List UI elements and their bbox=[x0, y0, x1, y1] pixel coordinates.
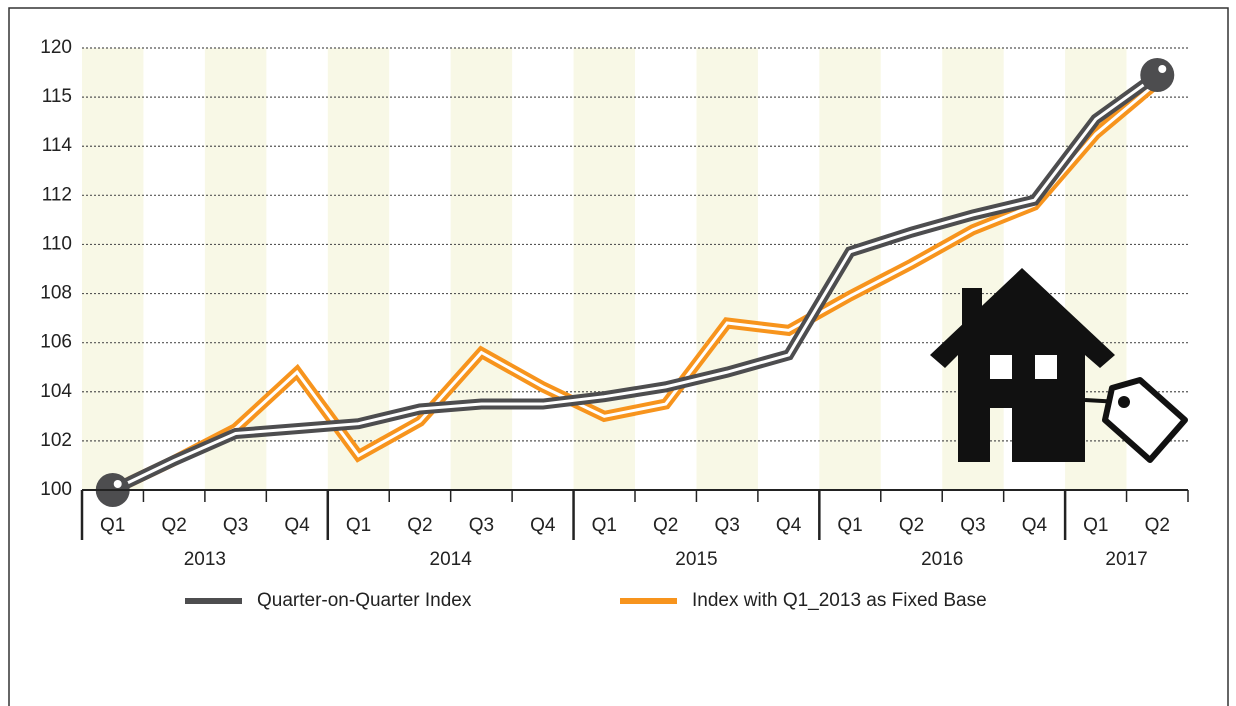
x-tick-label: Q1 bbox=[100, 515, 125, 536]
series-line-highlight bbox=[112, 81, 1159, 492]
year-label: 2015 bbox=[675, 549, 717, 570]
x-tick-label: Q4 bbox=[284, 515, 310, 536]
x-tick-label: Q4 bbox=[1022, 515, 1048, 536]
x-tick-label: Q2 bbox=[407, 515, 432, 536]
year-label: 2016 bbox=[921, 549, 963, 570]
x-tick-label: Q4 bbox=[776, 515, 802, 536]
band bbox=[819, 48, 881, 490]
y-tick-label: 110 bbox=[42, 233, 72, 254]
band bbox=[450, 48, 513, 490]
x-tick-label: Q3 bbox=[960, 515, 985, 536]
end-marker-shine bbox=[113, 480, 122, 488]
x-tick-label: Q2 bbox=[899, 515, 924, 536]
y-tick-label: 114 bbox=[42, 135, 73, 156]
year-label: 2017 bbox=[1105, 549, 1147, 570]
house-icon bbox=[930, 268, 1188, 463]
y-tick-label: 115 bbox=[42, 86, 72, 107]
y-tick-label: 106 bbox=[40, 332, 72, 353]
x-tick-label: Q1 bbox=[592, 515, 617, 536]
y-tick-label: 100 bbox=[40, 479, 72, 500]
x-tick-label: Q1 bbox=[346, 515, 371, 536]
y-tick-label: 112 bbox=[42, 184, 72, 205]
legend-label: Quarter-on-Quarter Index bbox=[257, 590, 472, 611]
x-tick-label: Q2 bbox=[653, 515, 678, 536]
end-marker-shine bbox=[1158, 65, 1167, 74]
y-tick-label: 104 bbox=[40, 381, 72, 402]
y-tick-label: 120 bbox=[40, 37, 72, 58]
x-tick-label: Q3 bbox=[223, 515, 248, 536]
year-label: 2014 bbox=[430, 549, 473, 570]
band bbox=[696, 48, 758, 490]
band bbox=[82, 48, 144, 490]
band bbox=[573, 48, 635, 490]
year-label: 2013 bbox=[184, 549, 226, 570]
y-tick-label: 102 bbox=[40, 430, 72, 451]
frame bbox=[8, 7, 1229, 706]
x-tick-label: Q3 bbox=[469, 515, 494, 536]
end-marker bbox=[1140, 58, 1175, 93]
x-tick-label: Q1 bbox=[1083, 515, 1108, 536]
series-line-highlight bbox=[112, 73, 1159, 492]
x-tick-label: Q4 bbox=[530, 515, 556, 536]
x-tick-label: Q2 bbox=[161, 515, 186, 536]
x-tick-label: Q1 bbox=[837, 515, 862, 536]
y-tick-label: 108 bbox=[40, 283, 72, 304]
x-tick-label: Q2 bbox=[1145, 515, 1170, 536]
legend-label: Index with Q1_2013 as Fixed Base bbox=[692, 590, 987, 611]
x-tick-label: Q3 bbox=[714, 515, 739, 536]
